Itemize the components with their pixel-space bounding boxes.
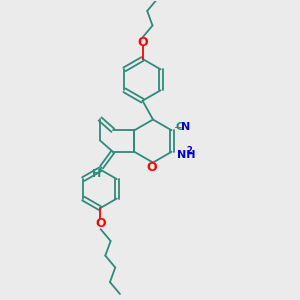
- Text: O: O: [95, 217, 106, 230]
- Text: N: N: [181, 122, 190, 132]
- Text: O: O: [137, 36, 148, 49]
- Text: 2: 2: [187, 146, 192, 155]
- Text: C: C: [176, 122, 184, 132]
- Text: NH: NH: [177, 150, 196, 161]
- Text: H: H: [92, 169, 101, 179]
- Text: O: O: [146, 161, 157, 174]
